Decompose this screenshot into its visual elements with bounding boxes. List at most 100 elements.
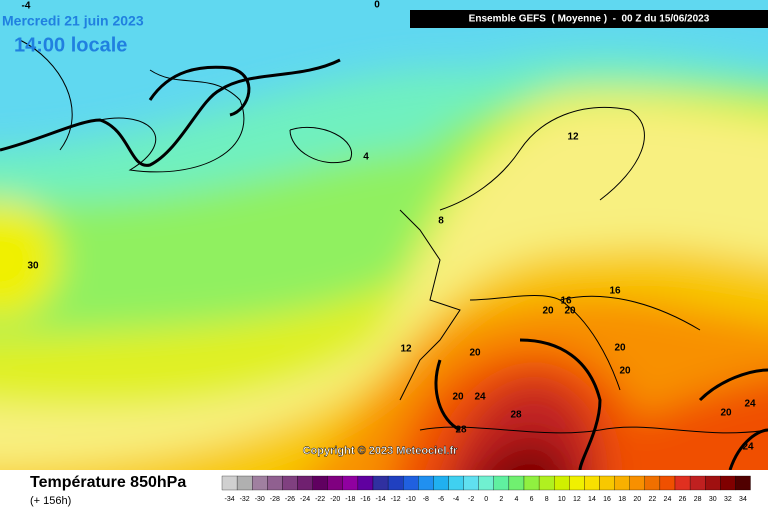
legend-label: -10 [406, 496, 416, 503]
legend-label: -18 [345, 496, 355, 503]
legend-label: -22 [315, 496, 325, 503]
legend-label: -6 [438, 496, 444, 503]
contour-label: 20 [720, 408, 732, 419]
legend-label: -8 [423, 496, 429, 503]
coastlines [19, 39, 768, 434]
contour-label: 16 [609, 286, 621, 297]
legend-swatch [463, 475, 479, 491]
contour-label: 30 [27, 261, 39, 272]
legend-swatch [659, 475, 676, 491]
legend-label: 12 [573, 496, 581, 503]
legend-label: -4 [453, 496, 459, 503]
legend-label: 6 [530, 496, 534, 503]
legend-label: -2 [468, 496, 474, 503]
legend-label: 22 [648, 496, 656, 503]
date-label: Mercredi 21 juin 2023 [2, 13, 144, 29]
legend-label: -16 [360, 496, 370, 503]
legend-swatch [538, 475, 555, 491]
legend-label: 14 [588, 496, 596, 503]
legend-swatch [342, 475, 359, 491]
legend-swatch [674, 475, 691, 491]
legend-label: 16 [603, 496, 611, 503]
contour-label: 12 [567, 132, 579, 143]
legend-swatch [554, 475, 570, 491]
contour-label: 12 [400, 344, 412, 355]
legend-swatch [493, 475, 510, 491]
legend-swatch [297, 475, 313, 491]
contour-label: 20 [564, 306, 576, 317]
contour-label: 0 [374, 0, 380, 11]
legend-label: 26 [679, 496, 687, 503]
legend-swatch [357, 475, 374, 491]
run-info: Ensemble GEFS ( Moyenne ) - 00 Z du 15/0… [469, 14, 710, 25]
legend-label: -28 [270, 496, 280, 503]
legend-swatch [403, 475, 419, 491]
footer-lead: (+ 156h) [30, 495, 71, 507]
legend-swatch [372, 475, 389, 491]
legend-label: 2 [499, 496, 503, 503]
contour-label: 24 [474, 392, 486, 403]
legend-label: -32 [240, 496, 250, 503]
legend-label: 32 [724, 496, 732, 503]
contour-label: 8 [438, 216, 444, 227]
legend-swatch [508, 475, 525, 491]
contour-label: 20 [469, 348, 481, 359]
legend-swatch [478, 475, 494, 491]
legend-label: 28 [694, 496, 702, 503]
legend-label: 24 [664, 496, 672, 503]
legend-swatch [418, 475, 434, 491]
legend-label: 20 [633, 496, 641, 503]
contour-label: 20 [452, 392, 464, 403]
legend-label: 34 [739, 496, 747, 503]
legend-label: -12 [391, 496, 401, 503]
legend-swatch [644, 475, 661, 491]
contour-label: 4 [363, 152, 369, 163]
contour-label: 20 [614, 343, 626, 354]
copyright: Copyright © 2023 Meteociel.fr [303, 445, 459, 457]
legend-label: -34 [224, 496, 234, 503]
legend-swatch [599, 475, 615, 491]
isotherm-bold [0, 58, 768, 470]
contour-label: 24 [742, 442, 754, 453]
legend-swatch [252, 475, 268, 491]
legend-swatch [523, 475, 540, 491]
run-info-box [410, 10, 768, 28]
time-label: 14:00 locale [14, 34, 127, 56]
legend-swatch [689, 475, 706, 491]
legend-label: -30 [255, 496, 265, 503]
legend-swatch [705, 475, 721, 491]
legend-swatch [327, 475, 343, 491]
legend-label: 10 [558, 496, 566, 503]
legend-swatch [629, 475, 645, 491]
legend-swatch [433, 475, 449, 491]
legend-swatch [236, 475, 253, 491]
legend-label: -24 [300, 496, 310, 503]
contour-label: 20 [542, 306, 554, 317]
legend-label: 30 [709, 496, 717, 503]
legend-swatch [387, 475, 404, 491]
contour-label: 20 [619, 366, 631, 377]
legend-label: 18 [618, 496, 626, 503]
legend-swatch [267, 475, 283, 491]
legend-swatch [569, 475, 585, 491]
contour-label: 24 [744, 399, 756, 410]
legend-label: 8 [545, 496, 549, 503]
legend-swatch [735, 475, 751, 491]
footer-title: Température 850hPa [30, 474, 186, 491]
legend-label: -14 [375, 496, 385, 503]
legend-label: 0 [484, 496, 488, 503]
legend-swatch [312, 475, 328, 491]
legend-swatch [720, 475, 736, 491]
legend-swatch [448, 475, 464, 491]
contour-label: 16 [560, 296, 572, 307]
legend-label: -20 [330, 496, 340, 503]
contour-label: 28 [510, 410, 522, 421]
legend-swatch [584, 475, 600, 491]
legend-swatch [614, 475, 630, 491]
contour-label: -4 [22, 1, 31, 12]
legend-label: -26 [285, 496, 295, 503]
legend-label: 4 [514, 496, 518, 503]
